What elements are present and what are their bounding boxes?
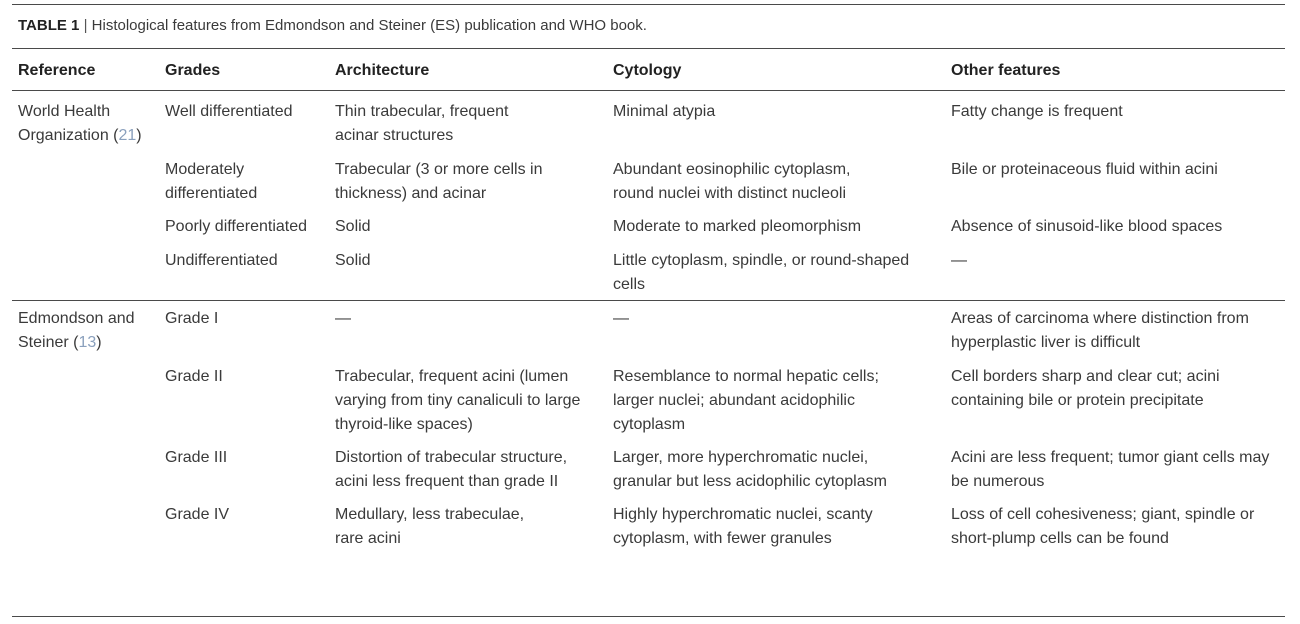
grade-cell: Grade III	[165, 449, 228, 466]
cytology-cell: Little cytoplasm, spindle, or round-shap…	[613, 252, 910, 293]
reference-cell-who: World Health Organization (21)	[18, 103, 142, 144]
architecture-cell: —	[335, 310, 351, 327]
architecture-cell: Solid	[335, 218, 371, 235]
caption-text: Histological features from Edmondson and…	[91, 17, 647, 34]
caption-separator: |	[83, 17, 88, 34]
architecture-cell: Solid	[335, 252, 371, 269]
citation-link[interactable]: 21	[118, 127, 137, 144]
caption-rule	[12, 48, 1285, 49]
other-features-cell: Acini are less frequent; tumor giant cel…	[951, 449, 1270, 490]
other-features-cell: Areas of carcinoma where distinction fro…	[951, 310, 1249, 351]
header-architecture: Architecture	[335, 62, 430, 79]
architecture-cell: Medullary, less trabeculae, rare acini	[335, 506, 525, 547]
top-rule	[12, 4, 1285, 5]
grade-cell: Well differentiated	[165, 103, 293, 120]
other-features-cell: Absence of sinusoid-like blood spaces	[951, 218, 1223, 235]
other-features-cell: Cell borders sharp and clear cut; acini …	[951, 368, 1220, 409]
grade-cell: Poorly differentiated	[165, 218, 308, 235]
other-features-cell: —	[951, 252, 967, 269]
cytology-cell: Highly hyperchromatic nuclei, scanty cyt…	[613, 506, 873, 547]
cytology-cell: Abundant eosinophilic cytoplasm, round n…	[613, 161, 851, 202]
architecture-cell: Trabecular (3 or more cells in thickness…	[335, 161, 543, 202]
reference-name: World Health Organization	[18, 103, 111, 144]
bottom-rule	[12, 616, 1285, 617]
grade-cell: Moderately differentiated	[165, 161, 258, 202]
grade-cell: Grade I	[165, 310, 219, 327]
citation-link[interactable]: 13	[78, 334, 97, 351]
cytology-cell: Moderate to marked pleomorphism	[613, 218, 862, 235]
other-features-cell: Fatty change is frequent	[951, 103, 1123, 120]
other-features-cell: Bile or proteinaceous fluid within acini	[951, 161, 1218, 178]
header-grades: Grades	[165, 62, 221, 79]
reference-name: Edmondson and Steiner	[18, 310, 135, 351]
header-rule	[12, 90, 1285, 91]
architecture-cell: Trabecular, frequent acini (lumen varyin…	[335, 368, 581, 433]
reference-cell-es: Edmondson and Steiner (13)	[18, 310, 135, 351]
cytology-cell: Larger, more hyperchromatic nuclei, gran…	[613, 449, 887, 490]
header-other-features: Other features	[951, 62, 1061, 79]
cytology-cell: Resemblance to normal hepatic cells; lar…	[613, 368, 879, 433]
cytology-cell: —	[613, 310, 629, 327]
table-caption: TABLE 1 | Histological features from Edm…	[18, 17, 647, 34]
grade-cell: Undifferentiated	[165, 252, 278, 269]
header-cytology: Cytology	[613, 62, 682, 79]
header-reference: Reference	[18, 62, 96, 79]
table-label: TABLE 1	[18, 17, 80, 34]
grade-cell: Grade IV	[165, 506, 230, 523]
other-features-cell: Loss of cell cohesiveness; giant, spindl…	[951, 506, 1255, 547]
architecture-cell: Distortion of trabecular structure, acin…	[335, 449, 568, 490]
group-divider	[12, 300, 1285, 301]
architecture-cell: Thin trabecular, frequent acinar structu…	[335, 103, 509, 144]
cytology-cell: Minimal atypia	[613, 103, 716, 120]
grade-cell: Grade II	[165, 368, 223, 385]
